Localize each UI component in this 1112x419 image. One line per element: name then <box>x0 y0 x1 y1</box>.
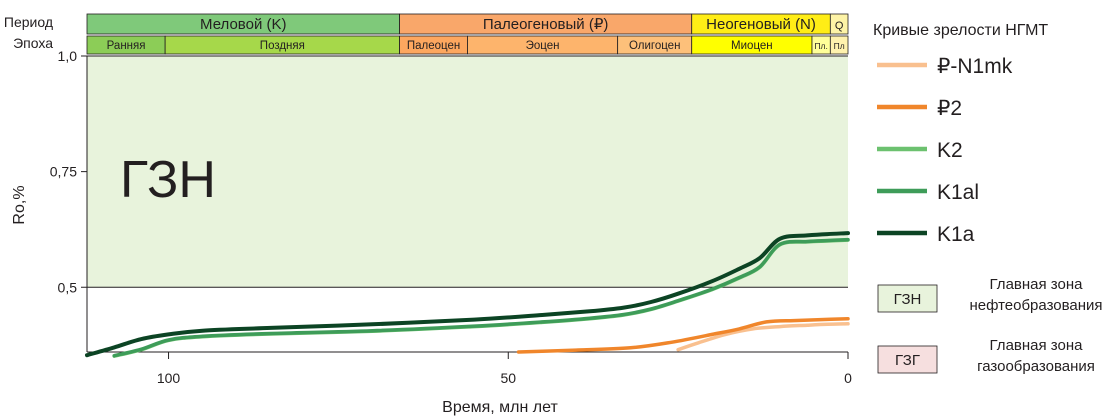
legend-zone-box <box>877 284 938 313</box>
epoch-label: Миоцен <box>731 40 773 52</box>
epoch-label: Палеоцен <box>407 40 460 52</box>
epoch-label: Пл. <box>814 41 827 51</box>
legend-series: ₽-N1mk ₽2 K2 K1al K1a <box>877 55 1013 246</box>
period-row: Меловой (K) Палеогеновый (₽) Неогеновый (N… <box>86 13 849 35</box>
legend-label: K1al <box>937 181 979 204</box>
legend-zones: ГЗН Главная зона нефтеобразования ГЗГ Главна… <box>877 276 1103 375</box>
legend-zone-desc-2: нефтеобразования <box>969 297 1102 314</box>
zone-gzn-area <box>87 56 848 288</box>
period-label: Меловой (K) <box>200 16 286 33</box>
period-label: Палеогеновый (₽) <box>483 16 609 33</box>
series-line-0 <box>676 322 850 352</box>
legend-label: ₽2 <box>937 97 962 120</box>
epoch-label: Поздняя <box>260 40 305 52</box>
epoch-label: Ранняя <box>107 40 146 52</box>
zone-gzn-label: ГЗН <box>120 151 216 209</box>
epoch-label: Эоцен <box>526 40 560 52</box>
y-tick-label: 0,5 <box>58 279 78 295</box>
legend-zone-desc-1: Главная зона <box>990 337 1084 354</box>
epoch-header: Эпоха <box>13 35 53 51</box>
epoch-label: Пл <box>834 41 845 51</box>
epoch-cell <box>829 35 849 55</box>
epoch-label: Олигоцен <box>629 40 681 52</box>
x-tick-label: 50 <box>500 370 516 386</box>
epoch-row: Ранняя Поздняя Палеоцен Эоцен Олигоцен Миоцен… <box>86 35 849 55</box>
legend-title: Кривые зрелости НГМТ <box>873 22 1048 39</box>
y-tick-label: 0,75 <box>50 164 77 180</box>
legend-label: K2 <box>937 139 963 162</box>
series-line-1 <box>516 316 850 354</box>
legend-label: K1a <box>937 223 975 246</box>
x-axis-label: Время, млн лет <box>442 399 558 416</box>
x-tick-label: 0 <box>844 370 852 386</box>
legend-zone-desc-2: газообразования <box>977 358 1095 375</box>
y-axis-label: Ro,% <box>11 185 28 224</box>
x-tick-label: 100 <box>157 370 181 386</box>
period-cell <box>829 13 849 35</box>
legend-label: ₽-N1mk <box>937 55 1013 78</box>
series-line-3 <box>112 237 850 358</box>
y-tick-label: 1,0 <box>58 48 78 64</box>
period-label: Неогеновый (N) <box>706 16 816 33</box>
period-label: Q <box>835 20 844 32</box>
legend-zone-label: ГЗН <box>894 291 922 308</box>
legend-zone-label: ГЗГ <box>895 352 920 369</box>
series-group <box>85 231 850 358</box>
legend-zone-desc-1: Главная зона <box>990 276 1084 293</box>
series-line-4 <box>85 231 850 358</box>
axes: 1,0 0,75 0,5 100 50 0 <box>50 48 852 386</box>
legend-zone-box <box>877 345 938 374</box>
period-header: Период <box>4 14 53 30</box>
